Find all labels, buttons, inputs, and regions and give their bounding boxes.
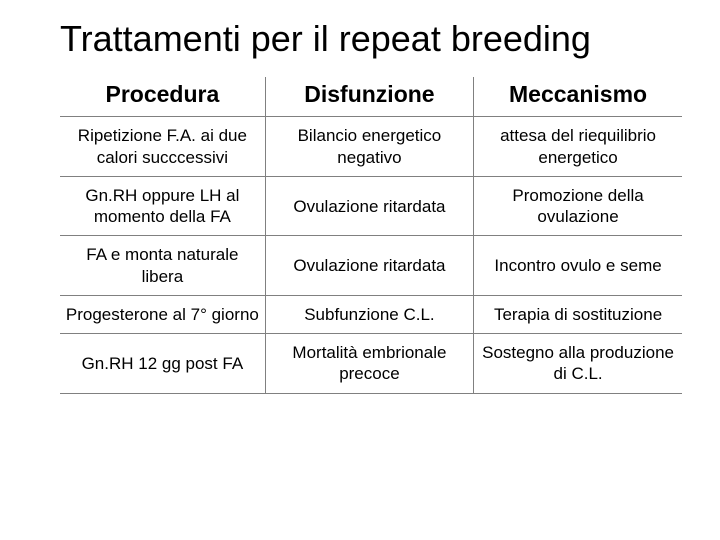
table-row: Gn.RH oppure LH al momento della FA Ovul… xyxy=(60,176,682,236)
slide-title: Trattamenti per il repeat breeding xyxy=(60,18,682,59)
cell-procedura: Gn.RH 12 gg post FA xyxy=(60,334,265,394)
col-header-meccanismo: Meccanismo xyxy=(474,77,682,117)
cell-meccanismo: Incontro ovulo e seme xyxy=(474,236,682,296)
cell-meccanismo: Promozione della ovulazione xyxy=(474,176,682,236)
cell-disfunzione: Ovulazione ritardata xyxy=(265,236,473,296)
cell-disfunzione: Ovulazione ritardata xyxy=(265,176,473,236)
col-header-procedura: Procedura xyxy=(60,77,265,117)
cell-disfunzione: Bilancio energetico negativo xyxy=(265,117,473,177)
cell-procedura: Progesterone al 7° giorno xyxy=(60,295,265,333)
cell-procedura: Gn.RH oppure LH al momento della FA xyxy=(60,176,265,236)
table-row: FA e monta naturale libera Ovulazione ri… xyxy=(60,236,682,296)
col-header-disfunzione: Disfunzione xyxy=(265,77,473,117)
cell-meccanismo: attesa del riequilibrio energetico xyxy=(474,117,682,177)
table-row: Progesterone al 7° giorno Subfunzione C.… xyxy=(60,295,682,333)
cell-procedura: Ripetizione F.A. ai due calori succcessi… xyxy=(60,117,265,177)
cell-disfunzione: Subfunzione C.L. xyxy=(265,295,473,333)
cell-procedura: FA e monta naturale libera xyxy=(60,236,265,296)
cell-disfunzione: Mortalità embrionale precoce xyxy=(265,334,473,394)
table-row: Ripetizione F.A. ai due calori succcessi… xyxy=(60,117,682,177)
table-header-row: Procedura Disfunzione Meccanismo xyxy=(60,77,682,117)
table-row: Gn.RH 12 gg post FA Mortalità embrionale… xyxy=(60,334,682,394)
slide: Trattamenti per il repeat breeding Proce… xyxy=(0,0,720,540)
cell-meccanismo: Terapia di sostituzione xyxy=(474,295,682,333)
cell-meccanismo: Sostegno alla produzione di C.L. xyxy=(474,334,682,394)
treatments-table: Procedura Disfunzione Meccanismo Ripetiz… xyxy=(60,77,682,393)
